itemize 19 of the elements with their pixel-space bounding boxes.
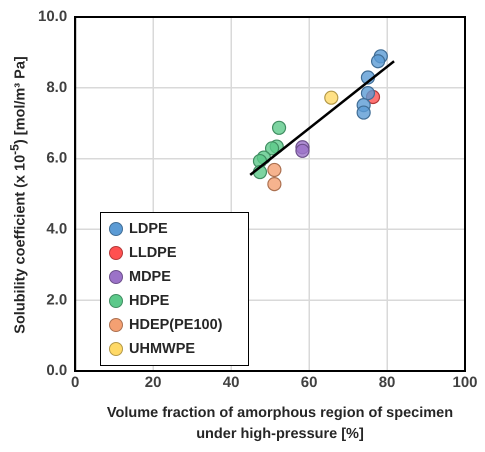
x-tick-label: 60 (300, 374, 318, 392)
x-tick-label: 100 (452, 374, 478, 392)
legend-label: UHMWPE (128, 340, 196, 359)
y-tick-label: 4.0 (46, 220, 68, 238)
y-tick-label: 6.0 (46, 150, 68, 167)
x-tick-label: 40 (222, 374, 240, 392)
x-tick-label: 20 (144, 374, 162, 392)
y-tick-label: 0.0 (46, 362, 68, 380)
x-tick-label: 0 (71, 374, 80, 392)
legend-label: HDEP(PE100) (128, 316, 222, 335)
y-tick-label: 10.0 (38, 8, 68, 26)
legend-label: MDPE (128, 268, 172, 287)
x-tick-label: 80 (378, 374, 396, 392)
legend-label: LLDPE (128, 244, 178, 263)
x-axis-title: Volume fraction of amorphous region of specimen under high-pressure [%] (106, 404, 454, 444)
legend-label: HDPE (128, 292, 170, 311)
y-tick-label: 8.0 (46, 78, 68, 96)
y-tick-label: 2.0 (46, 291, 68, 308)
legend-label: LDPE (128, 220, 169, 239)
